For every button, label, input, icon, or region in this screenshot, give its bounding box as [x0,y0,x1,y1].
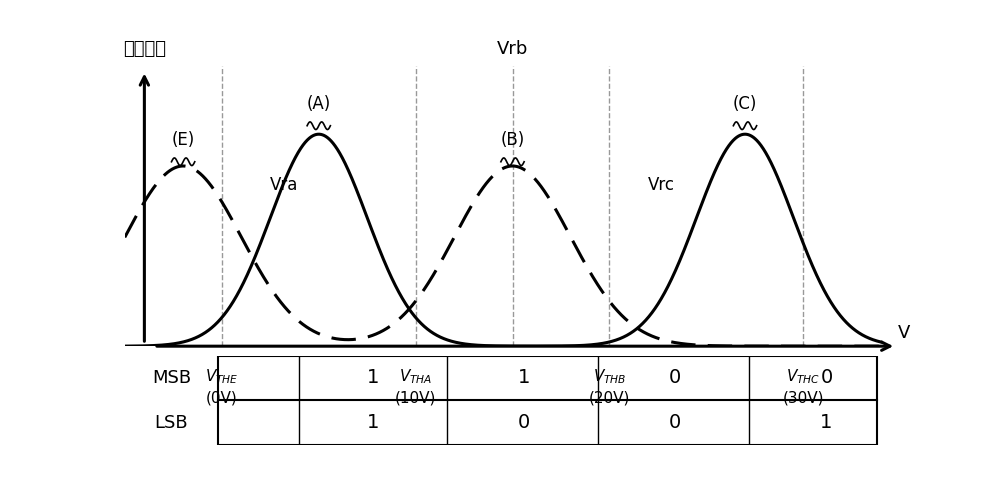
Text: (30V): (30V) [782,390,824,406]
Text: (B): (B) [500,131,525,149]
Text: Vrb: Vrb [497,40,528,58]
Text: $V_{THC}$: $V_{THC}$ [786,368,820,386]
Text: 0: 0 [518,413,530,432]
Text: (A): (A) [307,95,331,113]
Text: (20V): (20V) [589,390,630,406]
Text: Vra: Vra [270,176,299,194]
Text: 1: 1 [820,413,833,432]
Text: 晶胞数目: 晶胞数目 [123,40,166,58]
Text: (E): (E) [172,131,195,149]
Text: (10V): (10V) [395,390,436,406]
Text: MSB: MSB [152,369,191,387]
Text: $V_{THA}$: $V_{THA}$ [399,368,432,386]
Text: 0: 0 [820,368,832,388]
Text: $V_{THB}$: $V_{THB}$ [593,368,626,386]
Text: 1: 1 [367,368,379,388]
Bar [218,356,877,445]
Text: Vrc: Vrc [648,176,675,194]
Text: 1: 1 [518,368,530,388]
Text: 0: 0 [669,413,681,432]
Text: (C): (C) [733,95,757,113]
Text: V: V [898,324,910,342]
Text: $V_{THE}$: $V_{THE}$ [205,368,239,386]
Text: (0V): (0V) [206,390,238,406]
Text: 1: 1 [367,413,379,432]
Text: 0: 0 [669,368,681,388]
Text: LSB: LSB [155,414,188,432]
